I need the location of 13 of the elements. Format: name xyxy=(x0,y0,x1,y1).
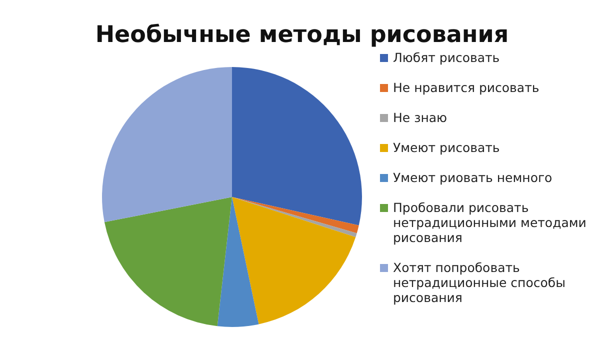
legend-label: Не нравится рисовать xyxy=(393,80,540,95)
legend-label: Умеют рисовать xyxy=(393,140,500,155)
legend-label: Хотят попробовать нетрадиционные способы рисования xyxy=(393,260,566,305)
pie-slice xyxy=(102,67,232,222)
chart-title: Необычные методы рисования xyxy=(95,22,509,48)
legend-label: Пробовали рисовать нетрадиционными методами рисования xyxy=(393,200,586,245)
legend-label: Любят рисовать xyxy=(393,50,500,65)
pie-slice xyxy=(232,197,356,324)
legend-label: Не знаю xyxy=(393,110,448,125)
pie-slice xyxy=(232,67,362,226)
legend-label: Умеют риовать немного xyxy=(393,170,552,185)
pie-slice xyxy=(217,197,259,327)
pie-slice xyxy=(104,197,232,326)
